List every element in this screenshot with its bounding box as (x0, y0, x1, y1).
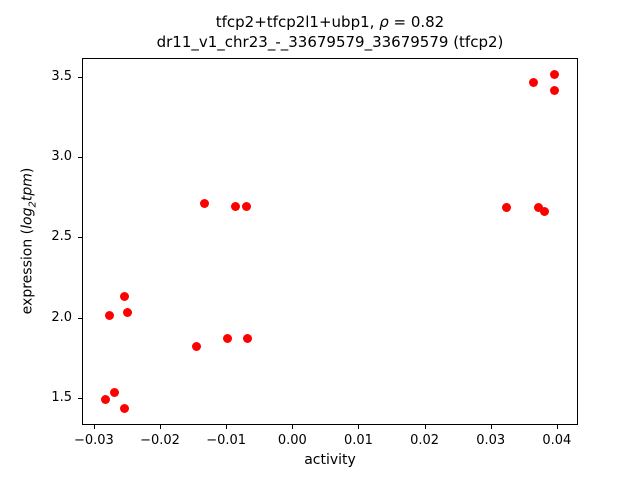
y-tick-label: 2.0 (51, 309, 72, 325)
x-axis-label: activity (304, 452, 356, 468)
data-point (104, 311, 114, 321)
x-tick-mark (424, 425, 426, 429)
data-point (534, 203, 544, 213)
plot-area (82, 58, 578, 425)
title-gene-list: tfcp2+tfcp2l1+ubp1, (215, 13, 380, 31)
plot-wrap: −0.03 −0.02 −0.01 0.00 0.01 0.02 0.03 0.04 1.5 2.… (51, 58, 578, 448)
data-point (241, 201, 251, 211)
data-point (550, 86, 560, 96)
data-point (528, 77, 538, 87)
chart-title-line2: dr11_v1_chr23_-_33679579_33679579 (tfcp2… (156, 33, 504, 51)
data-point (242, 333, 252, 343)
x-tick-label: −0.03 (73, 433, 114, 448)
rho-value: = 0.82 (388, 13, 445, 31)
x-tick-label: 0.02 (410, 433, 440, 448)
data-point (122, 307, 132, 317)
x-tick-mark (490, 425, 492, 429)
data-point (231, 201, 241, 211)
x-tick-label: 0.00 (277, 433, 307, 448)
data-point (540, 206, 550, 216)
chart-title-line1: tfcp2+tfcp2l1+ubp1, ρ = 0.82 (82, 12, 578, 32)
y-tick-label: 2.5 (51, 229, 72, 245)
x-tick-label: 0.01 (343, 433, 373, 448)
y-axis-label-sub: 2 (27, 201, 39, 208)
data-point (200, 198, 210, 208)
x-tick-label: −0.02 (140, 433, 180, 448)
y-tick-mark (78, 76, 82, 78)
data-point (501, 203, 511, 213)
y-axis-label-close: ) (19, 167, 36, 174)
y-tick-label: 3.5 (51, 68, 72, 84)
y-tick-label: 3.0 (51, 149, 72, 165)
y-tick-label: 1.5 (51, 390, 72, 406)
chart-title: tfcp2+tfcp2l1+ubp1, ρ = 0.82 dr11_v1_chr… (82, 12, 578, 52)
y-tick-mark (78, 157, 82, 159)
x-tick-label: 0.04 (542, 433, 572, 448)
y-axis-label-var: tpm (19, 173, 36, 202)
data-point (222, 333, 232, 343)
x-tick-mark (226, 425, 228, 429)
data-point (109, 388, 119, 398)
data-point (550, 69, 560, 79)
data-point (119, 291, 129, 301)
x-tick-mark (292, 425, 294, 429)
data-point (100, 394, 110, 404)
data-point (192, 341, 202, 351)
data-point (120, 404, 130, 414)
y-tick-mark (78, 237, 82, 239)
x-tick-mark (160, 425, 162, 429)
x-tick-mark (358, 425, 360, 429)
x-tick-mark (556, 425, 558, 429)
rho-symbol: ρ (379, 13, 389, 31)
y-tick-mark (78, 398, 82, 400)
y-axis-label-text: expression ( (19, 228, 36, 315)
x-tick-label: 0.03 (476, 433, 506, 448)
y-axis-label-log: log (19, 207, 36, 229)
x-tick-label: −0.01 (206, 433, 247, 448)
x-tick-mark (93, 425, 95, 429)
y-tick-mark (78, 317, 82, 319)
